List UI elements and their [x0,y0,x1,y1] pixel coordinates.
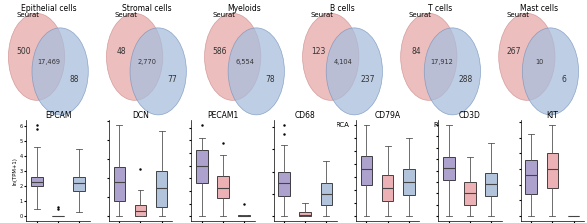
Text: Seurat: Seurat [409,12,432,18]
Text: Mast cells: Mast cells [519,4,558,13]
Ellipse shape [106,13,163,100]
PathPatch shape [321,183,332,205]
Y-axis label: ln(TPM+1): ln(TPM+1) [12,157,17,185]
Text: 77: 77 [167,75,177,84]
Text: 2,770: 2,770 [138,60,157,65]
Title: CD79A: CD79A [375,111,401,120]
Text: B cells: B cells [330,4,355,13]
Text: Seurat: Seurat [311,12,334,18]
Text: Stromal cells: Stromal cells [122,4,171,13]
PathPatch shape [278,172,290,196]
Ellipse shape [326,28,383,115]
Text: 267: 267 [507,47,521,56]
Text: RCA: RCA [336,122,349,128]
Text: 17,912: 17,912 [430,60,453,65]
Text: RCA: RCA [532,122,545,128]
Text: RCA: RCA [42,122,55,128]
PathPatch shape [525,160,537,194]
Text: RCA: RCA [238,122,251,128]
Title: CD3D: CD3D [459,111,481,120]
PathPatch shape [299,212,311,216]
Text: Myeloids: Myeloids [228,4,261,13]
PathPatch shape [238,215,250,216]
PathPatch shape [382,175,393,200]
Text: RCA: RCA [434,122,447,128]
Text: 586: 586 [212,47,227,56]
Text: 78: 78 [265,75,275,84]
Ellipse shape [8,13,65,100]
Text: 4,104: 4,104 [334,60,353,65]
PathPatch shape [360,156,372,185]
Text: 10: 10 [535,60,544,65]
Ellipse shape [130,28,186,115]
Text: Seurat: Seurat [114,12,137,18]
Text: 88: 88 [69,75,79,84]
Text: Seurat: Seurat [16,12,39,18]
Text: Seurat: Seurat [212,12,236,18]
Text: 84: 84 [411,47,421,56]
PathPatch shape [73,177,85,191]
Text: 48: 48 [117,47,127,56]
Text: 500: 500 [16,47,31,56]
PathPatch shape [196,150,208,183]
Text: 288: 288 [459,75,473,84]
Title: CD68: CD68 [295,111,316,120]
Ellipse shape [401,13,457,100]
PathPatch shape [113,167,125,201]
Text: Seurat: Seurat [507,12,530,18]
PathPatch shape [134,205,146,216]
Ellipse shape [228,28,285,115]
Ellipse shape [204,13,261,100]
Ellipse shape [424,28,481,115]
PathPatch shape [485,173,497,196]
PathPatch shape [464,182,476,205]
Text: 123: 123 [311,47,325,56]
PathPatch shape [31,177,43,186]
Ellipse shape [522,28,579,115]
Title: PECAM1: PECAM1 [207,111,238,120]
PathPatch shape [217,176,229,198]
Text: Epithelial cells: Epithelial cells [21,4,76,13]
Title: DCN: DCN [132,111,149,120]
PathPatch shape [546,153,558,188]
Text: 237: 237 [360,75,375,84]
Title: EPCAM: EPCAM [45,111,72,120]
Text: 17,469: 17,469 [38,60,60,65]
PathPatch shape [156,171,167,207]
Text: 6: 6 [562,75,566,84]
Text: T cells: T cells [429,4,453,13]
Ellipse shape [499,13,555,100]
PathPatch shape [443,157,455,180]
Ellipse shape [302,13,359,100]
Text: RCA: RCA [140,122,153,128]
Text: 6,554: 6,554 [236,60,255,65]
PathPatch shape [403,169,414,195]
Ellipse shape [32,28,88,115]
Title: KIT: KIT [546,111,558,120]
